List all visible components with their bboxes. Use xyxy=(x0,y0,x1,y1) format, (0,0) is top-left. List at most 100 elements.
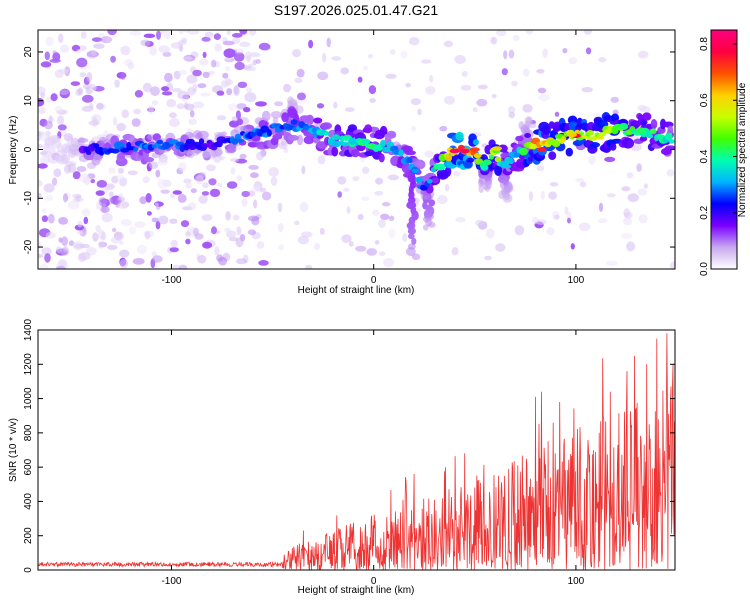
spectrogram-blob xyxy=(128,226,137,235)
colorbar-label: Normalized spectral amplitude xyxy=(737,82,748,217)
spectrogram-blob xyxy=(166,99,177,108)
spectrogram-blob xyxy=(149,45,157,56)
colorbar-tick-label: 0.8 xyxy=(699,37,710,51)
spectrogram-blob xyxy=(223,48,236,58)
spectrogram-blob xyxy=(443,40,454,48)
spectrogram-blob xyxy=(95,201,102,211)
spectrogram-blob xyxy=(528,143,538,150)
spectrogram-blob xyxy=(169,112,177,119)
spectrogram-blob xyxy=(169,218,178,224)
spectrogram-blob xyxy=(177,193,187,203)
spectrogram-blob xyxy=(428,199,436,207)
spectrogram-blob xyxy=(361,138,371,145)
spectrogram-y-tick-label: 20 xyxy=(23,46,34,58)
spectrogram-blob xyxy=(251,216,260,226)
spectrogram-blob xyxy=(222,72,229,79)
spectrogram-blob xyxy=(161,91,173,96)
spectrogram-blob xyxy=(301,165,306,175)
spectrogram-blob xyxy=(247,229,256,236)
spectrogram-blob xyxy=(226,181,238,189)
spectrogram-blob xyxy=(52,52,61,62)
snr-y-tick-label: 600 xyxy=(23,458,34,475)
spectrogram-blob xyxy=(211,226,217,235)
spectrogram-blob xyxy=(40,150,52,158)
spectrogram-blob xyxy=(83,216,89,225)
spectrogram-blob xyxy=(473,153,482,159)
spectrogram-blob xyxy=(551,139,561,148)
spectrogram-blob xyxy=(486,228,495,239)
spectrogram-blob xyxy=(199,58,209,66)
spectrogram-blob xyxy=(92,232,99,242)
spectrogram-blob xyxy=(114,79,120,88)
spectrogram-blob xyxy=(93,143,100,149)
spectrogram-blob xyxy=(398,149,404,157)
spectrogram-blob xyxy=(39,264,49,269)
spectrogram-blob xyxy=(95,190,105,196)
spectrogram-blob xyxy=(92,116,98,127)
spectrogram-blob xyxy=(178,264,188,269)
spectrogram-blob xyxy=(422,224,429,231)
spectrogram-blob xyxy=(363,65,369,70)
spectrogram-blob xyxy=(76,49,81,55)
spectrogram-blob xyxy=(256,241,265,249)
spectrogram-blob xyxy=(107,244,118,251)
spectrogram-blob xyxy=(228,237,239,242)
spectrogram-blob xyxy=(374,190,384,196)
spectrogram-blob xyxy=(133,108,141,115)
spectrogram-blob xyxy=(374,240,380,245)
spectrogram-blob xyxy=(621,186,631,192)
spectrogram-blob xyxy=(58,217,68,225)
spectrogram-blob xyxy=(214,246,220,256)
spectrogram-blob xyxy=(501,68,508,76)
spectrogram-blob xyxy=(202,71,210,79)
spectrogram-blob xyxy=(155,169,161,178)
spectrogram-blob xyxy=(361,196,370,201)
spectrogram-blob xyxy=(322,131,330,136)
spectrogram-blob xyxy=(184,183,191,189)
spectrogram-blob xyxy=(40,156,50,165)
spectrogram-blob xyxy=(235,237,244,248)
spectrogram-blob xyxy=(134,221,146,229)
spectrogram-blob xyxy=(495,243,506,252)
spectrogram-blob xyxy=(421,59,432,64)
spectrogram-blob xyxy=(668,139,675,144)
spectrogram-blob xyxy=(364,124,373,134)
spectrogram-blob xyxy=(272,117,279,124)
spectrogram-blob xyxy=(230,158,239,162)
spectrogram-blob xyxy=(406,157,413,164)
spectrogram-blob xyxy=(626,241,636,252)
spectrogram-blob xyxy=(44,120,53,130)
spectrogram-y-tick-label: 10 xyxy=(23,95,34,107)
spectrogram-blob xyxy=(121,109,130,119)
spectrogram-blob xyxy=(46,96,52,103)
spectrogram-blob xyxy=(454,54,466,64)
spectrogram-blob xyxy=(292,49,301,58)
spectrogram-blob xyxy=(321,52,327,63)
spectrogram-blob xyxy=(538,93,550,102)
spectrogram-blob xyxy=(522,104,533,113)
spectrogram-blob xyxy=(184,103,195,111)
spectrogram-blob xyxy=(38,86,46,95)
spectrogram-blob xyxy=(180,93,190,102)
spectrogram-blob xyxy=(210,59,217,68)
spectrogram-blob xyxy=(131,118,141,127)
spectrogram-blob xyxy=(407,227,416,235)
spectrogram-blob xyxy=(231,33,243,38)
spectrogram-blob xyxy=(112,116,118,126)
spectrogram-blob xyxy=(294,220,300,226)
spectrogram-blob xyxy=(202,241,213,249)
spectrogram-blob xyxy=(41,247,52,256)
spectrogram-blob xyxy=(38,131,42,141)
spectrogram-blob xyxy=(350,149,360,158)
spectrogram-blob xyxy=(150,86,160,96)
spectrogram-blob xyxy=(202,182,209,189)
spectrogram-blob xyxy=(639,135,648,142)
spectrogram-blob xyxy=(231,138,239,145)
spectrogram-blob xyxy=(455,131,464,141)
spectrogram-blob xyxy=(348,240,354,247)
spectrogram-blob xyxy=(669,261,675,269)
spectrogram-blob xyxy=(568,57,578,65)
spectrogram-blob xyxy=(86,150,92,155)
spectrogram-blob xyxy=(290,119,298,125)
spectrogram-blob xyxy=(218,256,228,266)
